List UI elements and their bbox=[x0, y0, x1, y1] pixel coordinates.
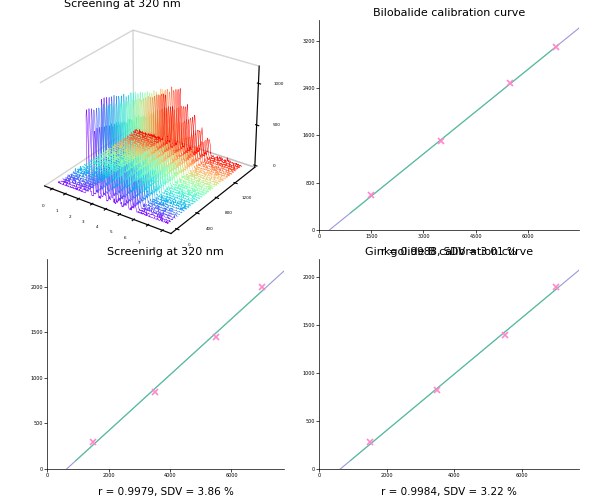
Title: Bilobalide calibration curve: Bilobalide calibration curve bbox=[373, 8, 525, 18]
Title: Screening at 320 nm: Screening at 320 nm bbox=[107, 248, 224, 257]
Title: Ginkgolide B calibration curve: Ginkgolide B calibration curve bbox=[365, 248, 533, 257]
Text: Screening at 320 nm: Screening at 320 nm bbox=[64, 0, 181, 9]
X-axis label: r = 0.9979, SDV = 3.86 %: r = 0.9979, SDV = 3.86 % bbox=[98, 487, 233, 497]
X-axis label: r = 0.9984, SDV = 3.22 %: r = 0.9984, SDV = 3.22 % bbox=[381, 487, 517, 497]
X-axis label: r = 0.9988, SDV = 3.01 %: r = 0.9988, SDV = 3.01 % bbox=[381, 247, 517, 257]
